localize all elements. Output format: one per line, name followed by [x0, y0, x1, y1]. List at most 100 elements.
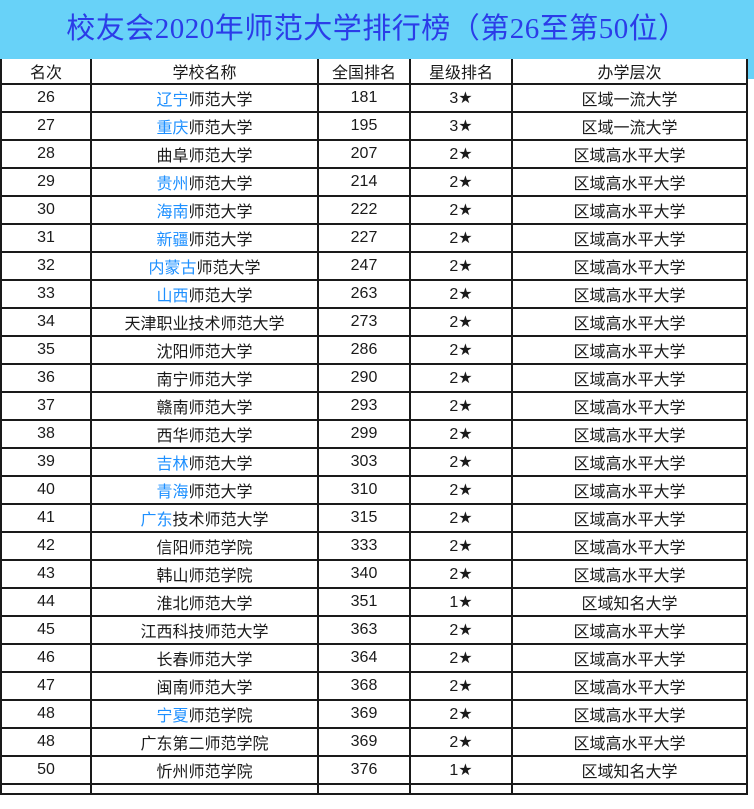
star-rank-cell: 2★	[409, 335, 513, 365]
school-name-rest: 闽南师范大学	[156, 680, 253, 697]
table-row: 42 信阳师范学院 333 2★ 区域高水平大学	[0, 531, 748, 561]
rank-cell: 31	[0, 223, 92, 253]
school-name-rest: 赣南师范大学	[156, 400, 253, 417]
star-rank-cell: 2★	[409, 139, 513, 169]
national-rank-cell: 340	[317, 559, 411, 589]
national-rank-cell: 310	[317, 475, 411, 505]
table-row: 31 新疆师范大学 227 2★ 区域高水平大学	[0, 223, 748, 253]
rank-cell: 41	[0, 503, 92, 533]
level-cell: 区域高水平大学	[511, 223, 748, 253]
school-name-rest: 师范大学	[188, 288, 253, 305]
national-rank-cell: 195	[317, 111, 411, 141]
level-cell: 区域高水平大学	[511, 279, 748, 309]
school-name-cell: 贵州师范大学	[90, 167, 319, 197]
table-row: 47 闽南师范大学 368 2★ 区域高水平大学	[0, 671, 748, 701]
school-name-highlight: 宁夏	[156, 708, 189, 725]
table-row: 50 忻州师范学院 376 1★ 区域知名大学	[0, 755, 748, 785]
school-name-cell: 辽宁师范大学	[90, 83, 319, 113]
level-cell: 区域高水平大学	[511, 307, 748, 337]
school-name-cell: 内蒙古师范大学	[90, 251, 319, 281]
star-rank-cell: 2★	[409, 643, 513, 673]
table-row: 33 山西师范大学 263 2★ 区域高水平大学	[0, 279, 748, 309]
school-name-cell: 新疆师范大学	[90, 223, 319, 253]
level-cell: 区域高水平大学	[511, 335, 748, 365]
rank-cell: 28	[0, 139, 92, 169]
star-rank-cell: 3★	[409, 83, 513, 113]
school-name-rest: 广东第二师范学院	[140, 736, 269, 753]
national-rank-cell: 363	[317, 615, 411, 645]
rank-cell: 46	[0, 643, 92, 673]
school-name-rest: 技术师范大学	[172, 512, 269, 529]
table-row: 30 海南师范大学 222 2★ 区域高水平大学	[0, 195, 748, 225]
header-row: 名次 学校名称 全国排名 星级排名 办学层次	[0, 59, 748, 85]
national-rank-cell: 293	[317, 391, 411, 421]
table-row: 41 广东技术师范大学 315 2★ 区域高水平大学	[0, 503, 748, 533]
rank-cell: 43	[0, 559, 92, 589]
table-row: 28 曲阜师范大学 207 2★ 区域高水平大学	[0, 139, 748, 169]
table-row: 46 长春师范大学 364 2★ 区域高水平大学	[0, 643, 748, 673]
rank-cell: 30	[0, 195, 92, 225]
empty-cell	[409, 783, 513, 795]
rank-cell: 48	[0, 699, 92, 729]
school-name-rest: 曲阜师范大学	[156, 148, 253, 165]
national-rank-cell: 273	[317, 307, 411, 337]
level-cell: 区域高水平大学	[511, 419, 748, 449]
table-row: 38 西华师范大学 299 2★ 区域高水平大学	[0, 419, 748, 449]
national-rank-cell: 368	[317, 671, 411, 701]
national-rank-cell: 222	[317, 195, 411, 225]
national-rank-cell: 364	[317, 643, 411, 673]
school-name-cell: 天津职业技术师范大学	[90, 307, 319, 337]
table-row: 26 辽宁师范大学 181 3★ 区域一流大学	[0, 83, 748, 113]
level-cell: 区域高水平大学	[511, 195, 748, 225]
level-cell: 区域高水平大学	[511, 559, 748, 589]
school-name-cell: 广东第二师范学院	[90, 727, 319, 757]
national-rank-cell: 351	[317, 587, 411, 617]
school-name-cell: 吉林师范大学	[90, 447, 319, 477]
school-name-rest: 南宁师范大学	[156, 372, 253, 389]
school-name-highlight: 青海	[156, 484, 189, 501]
header-star-rank: 星级排名	[409, 59, 513, 85]
school-name-rest: 西华师范大学	[156, 428, 253, 445]
empty-cell	[90, 783, 319, 795]
school-name-cell: 曲阜师范大学	[90, 139, 319, 169]
national-rank-cell: 369	[317, 699, 411, 729]
national-rank-cell: 376	[317, 755, 411, 785]
star-rank-cell: 1★	[409, 755, 513, 785]
school-name-rest: 师范大学	[188, 92, 253, 109]
level-cell: 区域高水平大学	[511, 615, 748, 645]
school-name-rest: 师范大学	[188, 484, 253, 501]
table-row: 34 天津职业技术师范大学 273 2★ 区域高水平大学	[0, 307, 748, 337]
level-cell: 区域高水平大学	[511, 363, 748, 393]
star-rank-cell: 2★	[409, 699, 513, 729]
table-row: 35 沈阳师范大学 286 2★ 区域高水平大学	[0, 335, 748, 365]
level-cell: 区域知名大学	[511, 587, 748, 617]
level-cell: 区域高水平大学	[511, 139, 748, 169]
national-rank-cell: 247	[317, 251, 411, 281]
ranking-table: 名次 学校名称 全国排名 星级排名 办学层次 26 辽宁师范大学 181 3★ 区域一流…	[0, 59, 748, 795]
school-name-highlight: 山西	[156, 288, 189, 305]
national-rank-cell: 263	[317, 279, 411, 309]
rank-cell: 39	[0, 447, 92, 477]
rank-cell: 37	[0, 391, 92, 421]
star-rank-cell: 2★	[409, 391, 513, 421]
school-name-rest: 天津职业技术师范大学	[124, 316, 285, 333]
school-name-cell: 海南师范大学	[90, 195, 319, 225]
level-cell: 区域高水平大学	[511, 671, 748, 701]
national-rank-cell: 290	[317, 363, 411, 393]
school-name-rest: 淮北师范大学	[156, 596, 253, 613]
header-level: 办学层次	[511, 59, 748, 85]
school-name-rest: 师范大学	[188, 176, 253, 193]
school-name-cell: 忻州师范学院	[90, 755, 319, 785]
table-row: 29 贵州师范大学 214 2★ 区域高水平大学	[0, 167, 748, 197]
school-name-rest: 江西科技师范大学	[140, 624, 269, 641]
star-rank-cell: 2★	[409, 447, 513, 477]
level-cell: 区域高水平大学	[511, 531, 748, 561]
school-name-cell: 沈阳师范大学	[90, 335, 319, 365]
school-name-highlight: 海南	[156, 204, 189, 221]
level-cell: 区域知名大学	[511, 755, 748, 785]
school-name-cell: 山西师范大学	[90, 279, 319, 309]
national-rank-cell: 333	[317, 531, 411, 561]
school-name-cell: 赣南师范大学	[90, 391, 319, 421]
table-row: 40 青海师范大学 310 2★ 区域高水平大学	[0, 475, 748, 505]
